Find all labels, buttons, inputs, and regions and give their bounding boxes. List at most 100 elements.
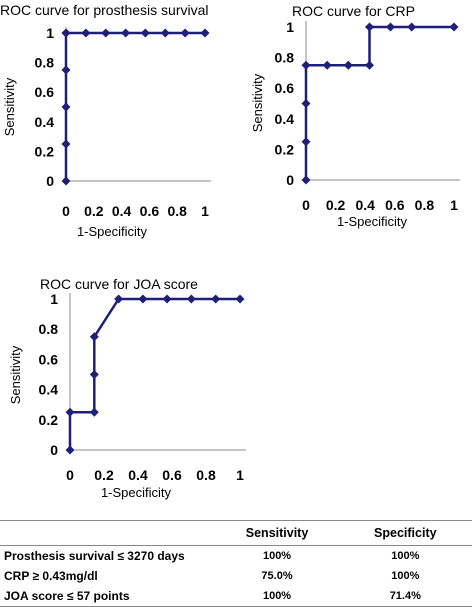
y-tick-label: 0.2 [35, 143, 55, 159]
x-axis-label: 1-Specificity [77, 224, 148, 239]
data-point-marker [301, 60, 311, 70]
x-tick-label: 0.6 [385, 197, 405, 213]
table-header-cell [0, 521, 215, 546]
y-tick-label: 0.2 [275, 141, 295, 157]
x-tick-label: 0.4 [128, 467, 148, 483]
table-cell-label: CRP ≥ 0.43mg/dl [4, 569, 98, 583]
data-point-marker [200, 28, 210, 38]
data-point-marker [301, 99, 311, 108]
x-tick-label: 0.6 [162, 467, 182, 483]
data-point-marker [81, 28, 91, 38]
table-row: JOA score ≤ 57 points 100% 71.4% [0, 586, 472, 607]
table-cell: 100% [391, 570, 420, 582]
table-cell: 100% [391, 550, 420, 562]
roc-chart-prosthesis-survival: ROC curve for prosthesis survival 0 0.2 0.4… [0, 0, 240, 250]
roc-chart-crp-svg: ROC curve for CRP 0 0.2 0.4 0.6 0.8 1 0 0.2 0.4 0.… [250, 3, 460, 229]
y-tick-label: 0.2 [39, 412, 59, 428]
series-line [304, 25, 454, 180]
x-axis-label: 1-Specificity [337, 214, 408, 229]
y-axis-label: Sensitivity [8, 345, 23, 404]
data-point-marker [61, 139, 71, 149]
data-point-marker [364, 22, 374, 32]
y-tick-label: 0 [46, 173, 54, 189]
roc-chart-joa-score: ROC curve for JOA score 0 0.2 0.4 0.6 0.8 1 0 0.… [0, 270, 260, 510]
data-point-marker [386, 22, 396, 32]
x-tick-label: 1 [201, 203, 209, 219]
data-point-marker [61, 65, 71, 75]
y-axis-label: Sensitivity [2, 77, 17, 136]
table-header-cell: Specificity [374, 526, 437, 540]
table-cell: 75.0% [261, 570, 293, 582]
chart-title: ROC curve for prosthesis survival [0, 2, 209, 18]
table-cell: 71.4% [389, 590, 421, 602]
data-point-marker [186, 294, 196, 304]
data-point-marker [343, 60, 353, 70]
data-point-marker [89, 332, 99, 342]
y-tick-label: 0.4 [39, 382, 59, 398]
y-tick-label: 0.8 [35, 55, 55, 71]
table-cell: 100% [262, 550, 292, 562]
x-axis-label: 1-Specificity [101, 485, 172, 500]
x-tick-label: 0.4 [355, 197, 375, 213]
data-point-marker [65, 445, 75, 455]
y-tick-label: 0 [50, 442, 58, 458]
data-point-marker [180, 28, 190, 38]
x-tick-label: 0.2 [94, 467, 114, 483]
x-tick-label: 0.6 [140, 203, 160, 219]
x-tick-label: 0.2 [326, 197, 346, 213]
data-point-marker [138, 294, 148, 304]
y-tick-label: 0.4 [35, 114, 55, 130]
data-point-marker [301, 175, 311, 185]
y-tick-label: 1 [286, 19, 294, 35]
results-table: Sensitivity Specificity Prosthesis survi… [0, 520, 472, 607]
y-axis-label: Sensitivity [250, 73, 265, 132]
data-point-marker [211, 294, 221, 304]
y-tick-label: 0.8 [275, 50, 295, 66]
chart-title: ROC curve for CRP [292, 3, 415, 19]
y-tick-label: 0.6 [35, 84, 55, 100]
data-point-marker [89, 370, 99, 379]
y-tick-label: 1 [50, 291, 58, 307]
data-point-marker [162, 294, 172, 304]
roc-chart-joa-score-svg: ROC curve for JOA score 0 0.2 0.4 0.6 0.8 1 0 0.… [8, 276, 246, 500]
table-cell: 100% [262, 590, 292, 602]
chart-title: ROC curve for JOA score [40, 276, 198, 292]
y-tick-label: 0 [286, 172, 294, 188]
table-row: Prosthesis survival ≤ 3270 days 100% 100… [0, 546, 472, 567]
x-tick-label: 0.8 [415, 197, 435, 213]
x-tick-label: 0.2 [84, 203, 104, 219]
y-tick-label: 0.4 [275, 111, 295, 127]
x-tick-label: 1 [236, 467, 244, 483]
data-point-marker [235, 294, 245, 304]
x-tick-label: 0 [66, 467, 74, 483]
data-point-marker [61, 102, 71, 112]
data-point-marker [65, 407, 75, 417]
table-row: CRP ≥ 0.43mg/dl 75.0% 100% [0, 566, 472, 586]
table-header-row: Sensitivity Specificity [0, 520, 472, 546]
y-tick-label: 0.6 [39, 351, 59, 367]
data-point-marker [160, 28, 170, 38]
data-point-marker [89, 407, 99, 417]
series-line [64, 31, 205, 181]
table-cell-label: Prosthesis survival ≤ 3270 days [4, 549, 185, 563]
data-point-marker [101, 28, 111, 38]
data-point-marker [61, 176, 71, 186]
x-tick-label: 0.8 [196, 467, 216, 483]
y-tick-label: 0.8 [39, 321, 59, 337]
data-point-marker [61, 28, 71, 38]
data-point-marker [114, 294, 124, 304]
y-tick-label: 0.6 [275, 80, 295, 96]
data-point-marker [449, 22, 459, 32]
data-point-marker [121, 28, 131, 38]
data-point-marker [407, 22, 417, 32]
roc-chart-crp: ROC curve for CRP 0 0.2 0.4 0.6 0.8 1 0 0.2 0.4 0.… [248, 0, 472, 250]
data-point-marker [322, 60, 332, 70]
x-tick-label: 0 [302, 197, 310, 213]
x-tick-label: 0.8 [167, 203, 187, 219]
y-tick-label: 1 [46, 25, 54, 41]
table-cell-label: JOA score ≤ 57 points [4, 589, 130, 603]
table-header-cell: Sensitivity [245, 526, 309, 540]
x-tick-label: 0.4 [112, 203, 132, 219]
x-tick-label: 0 [62, 203, 70, 219]
data-point-marker [364, 60, 374, 70]
